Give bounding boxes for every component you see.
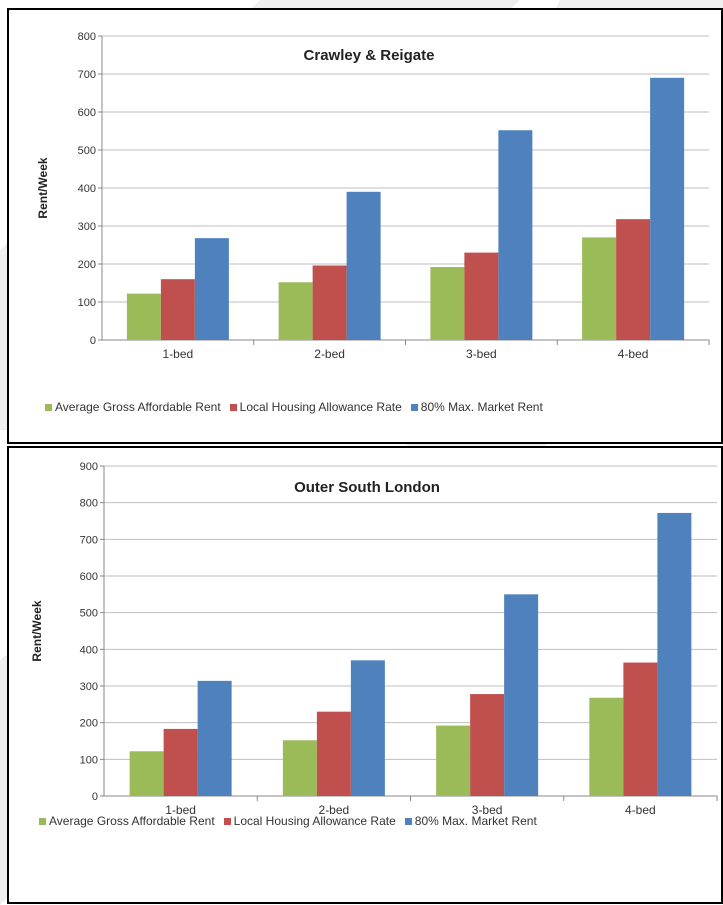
x-tick-label: 1-bed — [163, 347, 194, 361]
legend-label: 80% Max. Market Rent — [414, 814, 537, 828]
chart-crawley-reigate: 0 100 200 300 400 500 600 700 800 1-bed 2-bed 3-bed… — [36, 31, 710, 361]
bar-local-housing-allowance-rate-1-bed — [160, 279, 195, 340]
legend-item-average-gross-affordable-rent: Average Gross Affordable Rent — [39, 814, 215, 828]
y-tick-label: 100 — [78, 297, 96, 309]
y-tick-label: 800 — [78, 31, 96, 43]
x-tick-label: 4-bed — [618, 347, 649, 361]
legend-item-local-housing-allowance-rate: Local Housing Allowance Rate — [223, 814, 396, 828]
bar-80-max-market-rent-2-bed — [350, 660, 385, 796]
bar-average-gross-affordable-rent-2-bed — [282, 740, 317, 796]
bar-average-gross-affordable-rent-2-bed — [278, 282, 313, 340]
bar-80-max-market-rent-3-bed — [498, 130, 533, 340]
legend-item-local-housing-allowance-rate: Local Housing Allowance Rate — [229, 400, 402, 414]
y-tick-label: 500 — [80, 608, 98, 620]
y-tick-label: 200 — [78, 259, 96, 271]
y-tick-label: 700 — [78, 69, 96, 81]
legend-label: 80% Max. Market Rent — [420, 400, 543, 414]
bar-average-gross-affordable-rent-1-bed — [129, 751, 164, 796]
legend-label: Average Gross Affordable Rent — [55, 400, 221, 414]
x-tick-label: 1-bed — [165, 803, 196, 817]
y-tick-label: 0 — [90, 335, 96, 347]
x-tick-label: 3-bed — [466, 347, 497, 361]
y-tick-label: 400 — [80, 644, 98, 656]
legend-label: Local Housing Allowance Rate — [233, 814, 396, 828]
legend-crawley-reigate: Average Gross Affordable Rent Local Housi… — [45, 400, 552, 414]
y-tick-label: 300 — [80, 681, 98, 693]
bar-80-max-market-rent-3-bed — [504, 594, 539, 796]
legend-label: Average Gross Affordable Rent — [49, 814, 215, 828]
bar-local-housing-allowance-rate-2-bed — [312, 265, 347, 340]
x-tick-label: 3-bed — [472, 803, 503, 817]
bar-80-max-market-rent-1-bed — [197, 680, 232, 796]
bar-80-max-market-rent-2-bed — [346, 191, 381, 340]
y-tick-label: 0 — [92, 791, 98, 803]
legend-swatch — [223, 817, 231, 825]
legend-label: Local Housing Allowance Rate — [239, 400, 402, 414]
bar-local-housing-allowance-rate-2-bed — [316, 711, 351, 796]
y-axis-label: Rent/Week — [36, 157, 50, 218]
y-axis-label: Rent/Week — [30, 600, 44, 661]
bar-average-gross-affordable-rent-4-bed — [582, 237, 617, 340]
legend-swatch — [229, 403, 237, 411]
y-tick-label: 200 — [80, 718, 98, 730]
y-tick-label: 400 — [78, 183, 96, 195]
bar-average-gross-affordable-rent-3-bed — [430, 267, 465, 340]
y-tick-label: 700 — [80, 534, 98, 546]
y-tick-label: 500 — [78, 145, 96, 157]
chart-outer-south-london: 0 100 200 300 400 500 600 700 800 900 1-bed 2-bed 3-… — [30, 461, 718, 817]
legend-outer-south-london: Average Gross Affordable Rent Local Housi… — [39, 814, 546, 828]
bar-local-housing-allowance-rate-3-bed — [464, 252, 499, 340]
chart-panel-outer-south-london: 0 100 200 300 400 500 600 700 800 900 1-bed 2-bed 3-… — [7, 446, 723, 904]
y-tick-label: 600 — [80, 571, 98, 583]
legend-item-80-max-market-rent: 80% Max. Market Rent — [404, 814, 537, 828]
y-tick-label: 600 — [78, 107, 96, 119]
bar-80-max-market-rent-4-bed — [650, 77, 685, 341]
bar-average-gross-affordable-rent-1-bed — [126, 293, 161, 340]
legend-item-80-max-market-rent: 80% Max. Market Rent — [410, 400, 543, 414]
legend-item-average-gross-affordable-rent: Average Gross Affordable Rent — [45, 400, 221, 414]
x-tick-label: 2-bed — [314, 347, 345, 361]
legend-swatch — [45, 403, 52, 411]
chart-title: Crawley & Reigate — [304, 47, 435, 64]
chart-title: Outer South London — [294, 479, 440, 496]
legend-swatch — [404, 817, 412, 825]
y-tick-label: 900 — [80, 461, 98, 473]
y-tick-label: 300 — [78, 221, 96, 233]
bar-local-housing-allowance-rate-1-bed — [163, 728, 198, 796]
bar-average-gross-affordable-rent-3-bed — [436, 725, 471, 796]
legend-swatch — [410, 403, 418, 411]
y-tick-label: 800 — [80, 498, 98, 510]
chart-panel-crawley-reigate: 0 100 200 300 400 500 600 700 800 1-bed 2-bed 3-bed… — [7, 8, 723, 444]
bar-local-housing-allowance-rate-4-bed — [616, 219, 651, 340]
x-tick-label: 4-bed — [625, 803, 656, 817]
legend-swatch — [39, 817, 46, 825]
x-tick-label: 2-bed — [319, 803, 350, 817]
bar-80-max-market-rent-4-bed — [657, 512, 692, 796]
bar-average-gross-affordable-rent-4-bed — [589, 697, 624, 796]
y-tick-label: 100 — [80, 754, 98, 766]
bar-80-max-market-rent-1-bed — [194, 238, 229, 340]
bar-local-housing-allowance-rate-4-bed — [623, 662, 658, 796]
bar-local-housing-allowance-rate-3-bed — [470, 694, 505, 796]
